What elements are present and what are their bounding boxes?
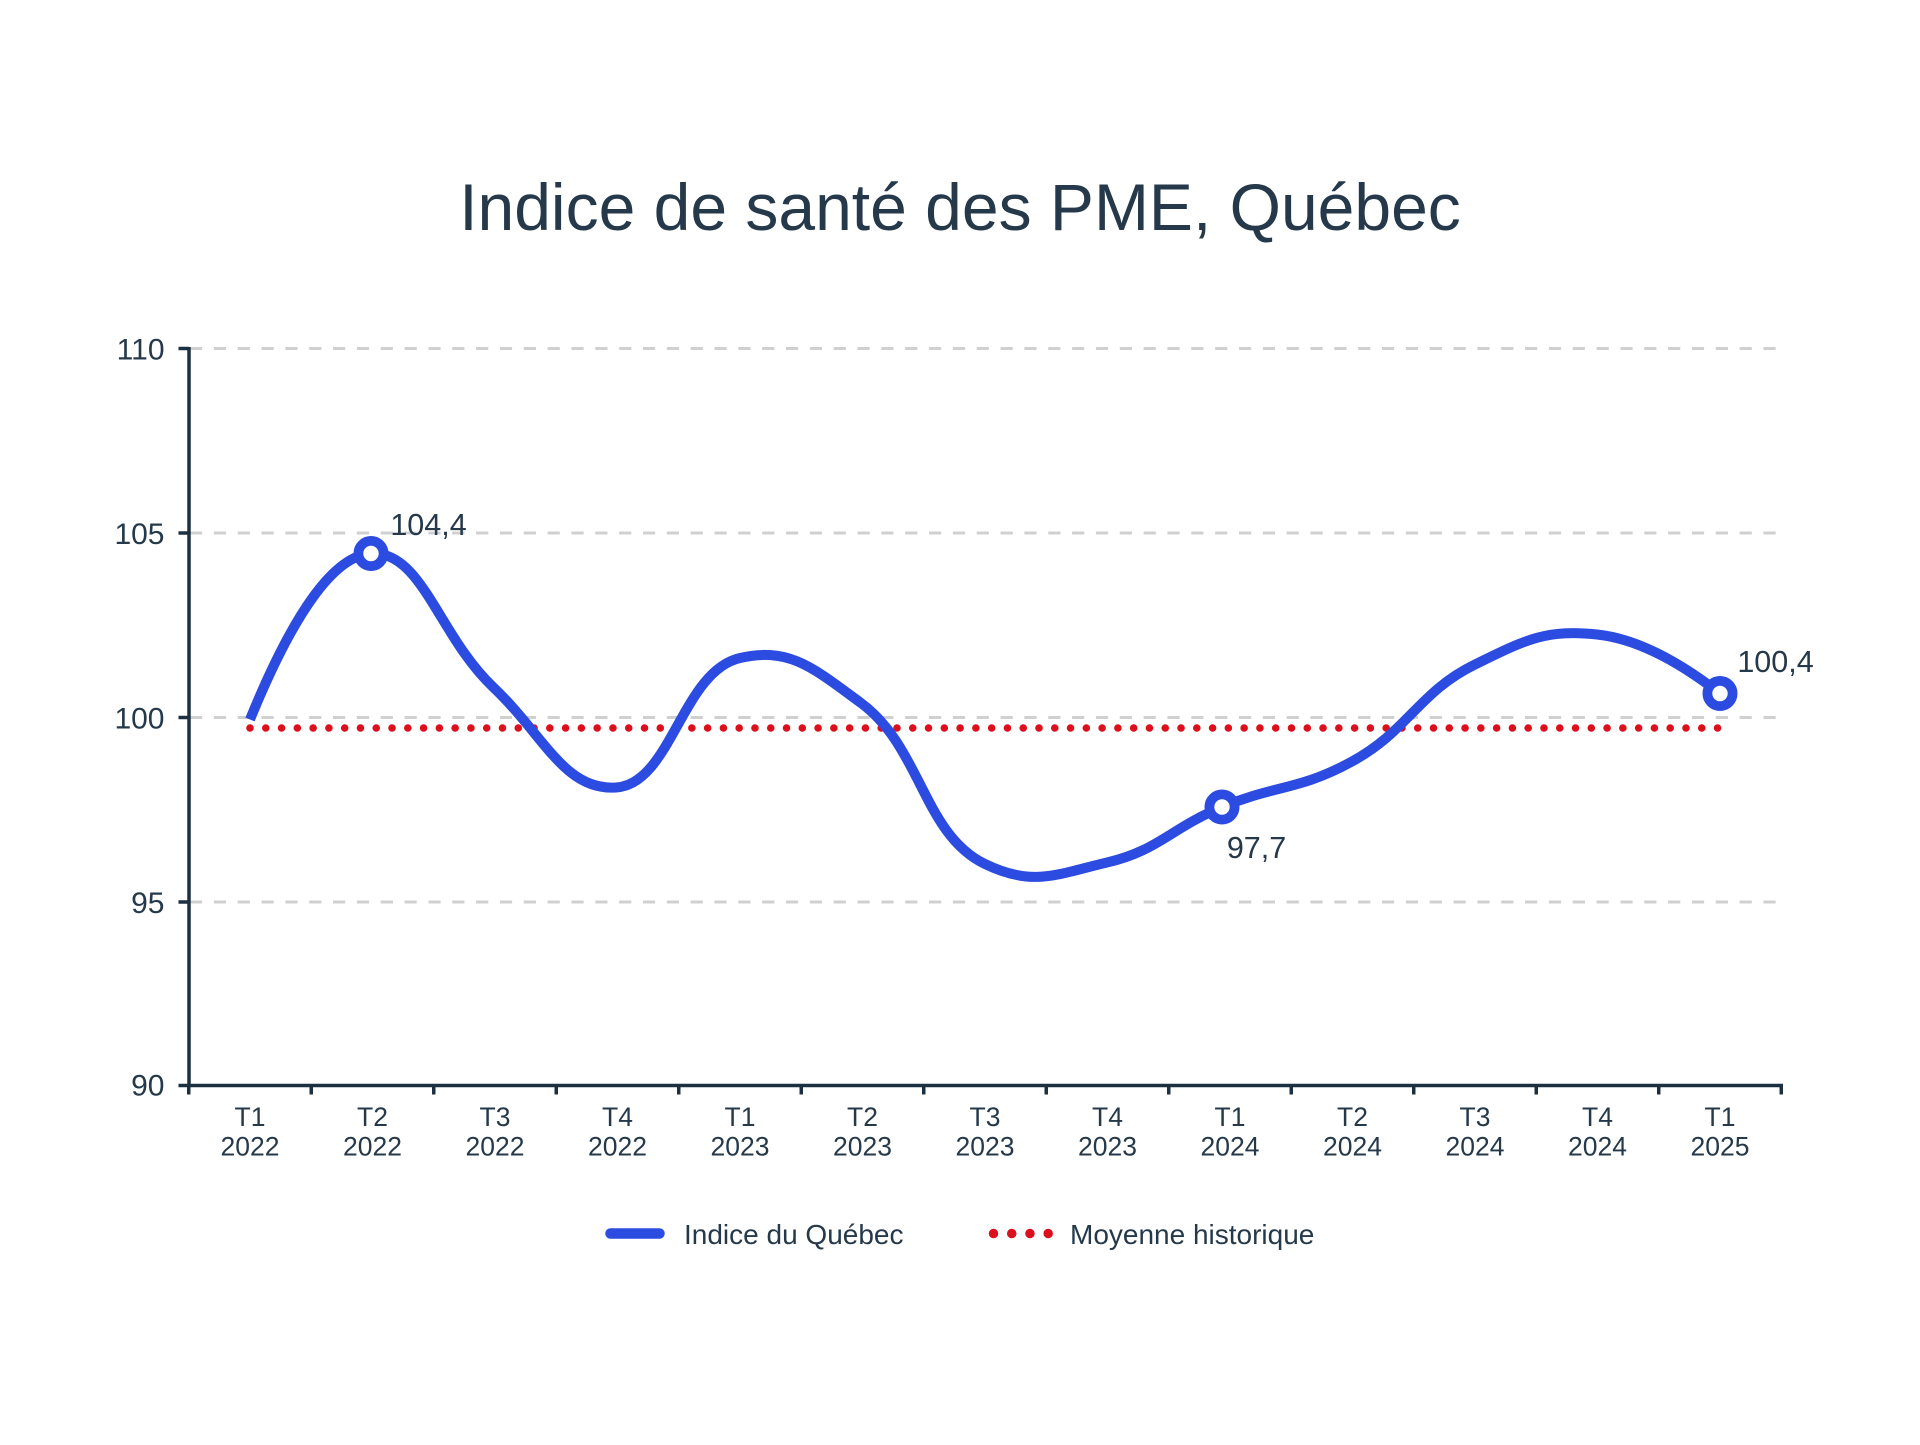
svg-text:2022: 2022 [221,1132,280,1162]
svg-text:2023: 2023 [711,1132,770,1162]
svg-text:2024: 2024 [1446,1132,1505,1162]
svg-text:100: 100 [114,703,164,736]
svg-text:2023: 2023 [833,1132,892,1162]
svg-text:2024: 2024 [1568,1132,1627,1162]
svg-text:T1: T1 [725,1102,756,1132]
svg-text:100,4: 100,4 [1737,645,1813,679]
svg-text:97,7: 97,7 [1227,831,1286,865]
svg-text:T3: T3 [480,1102,511,1132]
svg-text:105: 105 [114,518,164,551]
svg-text:2022: 2022 [343,1132,402,1162]
svg-text:T2: T2 [1337,1102,1368,1132]
svg-text:2022: 2022 [466,1132,525,1162]
svg-text:T2: T2 [847,1102,878,1132]
svg-text:T3: T3 [1460,1102,1491,1132]
svg-text:Indice de santé des PME, Québe: Indice de santé des PME, Québec [459,170,1461,244]
svg-text:95: 95 [131,887,164,920]
svg-text:2022: 2022 [588,1132,647,1162]
svg-text:2023: 2023 [956,1132,1015,1162]
svg-text:2025: 2025 [1691,1132,1750,1162]
svg-text:T1: T1 [1215,1102,1246,1132]
svg-text:T4: T4 [1092,1102,1123,1132]
svg-text:T1: T1 [235,1102,266,1132]
svg-text:T3: T3 [970,1102,1001,1132]
svg-text:90: 90 [131,1070,164,1103]
svg-text:2024: 2024 [1323,1132,1382,1162]
svg-text:Indice du Québec: Indice du Québec [684,1219,904,1250]
svg-text:110: 110 [117,334,165,367]
svg-text:Moyenne historique: Moyenne historique [1070,1219,1314,1250]
svg-text:T1: T1 [1705,1102,1736,1132]
svg-text:2024: 2024 [1201,1132,1260,1162]
svg-text:T4: T4 [602,1102,633,1132]
svg-text:2023: 2023 [1078,1132,1137,1162]
svg-text:T4: T4 [1582,1102,1613,1132]
svg-text:104,4: 104,4 [390,508,466,542]
svg-text:T2: T2 [357,1102,388,1132]
